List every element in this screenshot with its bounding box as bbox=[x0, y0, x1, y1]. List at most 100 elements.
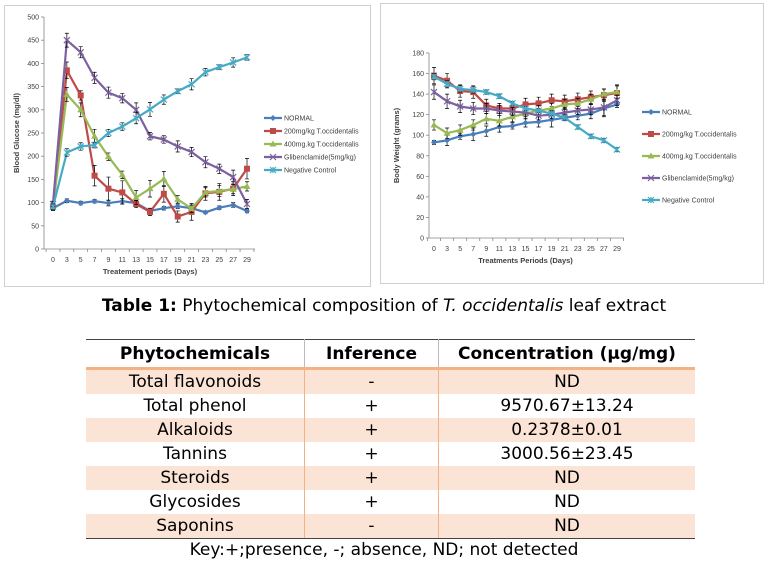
data-point bbox=[244, 207, 250, 214]
cell-concentration: 3000.56±23.45 bbox=[500, 444, 634, 464]
x-tick-label: 17 bbox=[160, 257, 168, 264]
data-point bbox=[495, 107, 503, 114]
data-point bbox=[202, 158, 209, 166]
legend-label: NORMAL bbox=[662, 110, 692, 117]
x-tick-label: 17 bbox=[535, 246, 543, 253]
legend-label: Glibenclamide(5mg/kg) bbox=[284, 155, 356, 162]
data-point bbox=[482, 88, 490, 96]
series-3 bbox=[430, 84, 621, 121]
y-tick-label: 50 bbox=[31, 223, 39, 230]
x-tick-label: 3 bbox=[65, 257, 69, 264]
y-tick-label: 20 bbox=[416, 215, 424, 222]
data-point bbox=[118, 171, 126, 178]
data-point bbox=[119, 189, 126, 196]
cell-inference: + bbox=[304, 442, 439, 466]
data-point bbox=[443, 80, 451, 88]
x-tick-label: 9 bbox=[484, 246, 488, 253]
x-tick-label: 25 bbox=[587, 246, 595, 253]
legend-label: 400mg.kg T.occidentalis bbox=[284, 142, 359, 149]
y-tick-label: 400 bbox=[27, 61, 39, 68]
data-point bbox=[229, 185, 237, 192]
legend-swatch-marker bbox=[647, 152, 655, 159]
data-point bbox=[430, 73, 438, 81]
data-point bbox=[456, 126, 464, 133]
cell-concentration: ND bbox=[554, 492, 580, 512]
cell-inference: + bbox=[304, 418, 439, 442]
cell-concentration: 9570.67±13.24 bbox=[500, 396, 634, 416]
data-point bbox=[613, 96, 621, 104]
data-point bbox=[215, 187, 223, 194]
data-point bbox=[229, 173, 237, 181]
data-point bbox=[443, 97, 451, 105]
data-point bbox=[132, 114, 140, 122]
legend-swatch-marker bbox=[270, 128, 276, 134]
data-point bbox=[215, 63, 223, 71]
legend-item: Glibenclamide(5mg/kg) bbox=[642, 174, 734, 183]
data-point bbox=[201, 188, 209, 195]
table-caption-post: leaf extract bbox=[563, 296, 667, 316]
legend-label: 200mg/kg T.occidentalis bbox=[662, 132, 737, 139]
x-tick-label: 15 bbox=[522, 246, 530, 253]
x-tick-label: 23 bbox=[574, 246, 582, 253]
data-point bbox=[132, 106, 140, 114]
y-axis-label: Body Weight (grams) bbox=[392, 107, 401, 183]
data-point bbox=[495, 117, 503, 124]
data-point bbox=[216, 204, 223, 211]
data-point bbox=[160, 96, 168, 104]
cell-inference: + bbox=[304, 490, 439, 514]
data-point bbox=[77, 48, 85, 56]
data-point bbox=[202, 68, 209, 76]
data-point bbox=[49, 203, 57, 211]
y-tick-label: 250 bbox=[27, 131, 39, 138]
data-point bbox=[587, 132, 595, 140]
y-tick-label: 80 bbox=[416, 153, 424, 160]
data-point bbox=[105, 200, 112, 207]
x-tick-label: 13 bbox=[509, 246, 517, 253]
legend-swatch-marker bbox=[648, 131, 654, 137]
x-tick-label: 21 bbox=[188, 257, 196, 264]
data-point bbox=[587, 106, 595, 113]
data-point bbox=[457, 133, 464, 140]
cell-phytochemical: Tannins bbox=[86, 442, 305, 466]
data-point bbox=[118, 94, 126, 102]
legend-item: Negative Control bbox=[642, 196, 715, 205]
data-point bbox=[146, 132, 154, 140]
x-tick-label: 29 bbox=[243, 257, 251, 264]
data-point bbox=[105, 129, 112, 137]
x-tick-label: 19 bbox=[174, 257, 182, 264]
data-point bbox=[63, 149, 71, 156]
data-point bbox=[160, 190, 167, 197]
cell-phytochemical: Total flavonoids bbox=[86, 368, 305, 394]
table-caption: Table 1: Phytochemical composition of T.… bbox=[0, 296, 768, 316]
data-point bbox=[535, 112, 542, 120]
y-tick-label: 200 bbox=[27, 154, 39, 161]
table-row: Saponins - ND bbox=[86, 514, 695, 539]
data-point bbox=[508, 113, 516, 120]
table-row: Total phenol + 9570.67±13.24 bbox=[86, 394, 695, 418]
y-tick-label: 180 bbox=[412, 51, 424, 58]
body-weight-chart-panel: 0 20 40 60 80 100 120 140 160 180 0 3 5 7 9 11 13 15 17 19 2… bbox=[380, 3, 764, 284]
y-tick-label: 150 bbox=[27, 177, 39, 184]
data-point bbox=[561, 100, 569, 107]
data-point bbox=[244, 165, 250, 172]
x-tick-label: 25 bbox=[215, 257, 223, 264]
data-point bbox=[243, 53, 251, 61]
x-tick-label: 7 bbox=[471, 246, 475, 253]
data-point bbox=[613, 146, 621, 154]
data-point bbox=[600, 104, 608, 111]
x-tick-label: 0 bbox=[432, 246, 436, 253]
y-tick-label: 0 bbox=[35, 247, 39, 254]
y-tick-label: 350 bbox=[27, 84, 39, 91]
data-point bbox=[431, 139, 437, 146]
data-point bbox=[188, 80, 195, 88]
y-tick-label: 100 bbox=[27, 200, 39, 207]
legend-item: NORMAL bbox=[264, 115, 314, 123]
table-row: Steroids + ND bbox=[86, 466, 695, 490]
data-point bbox=[188, 148, 195, 156]
data-point bbox=[188, 205, 196, 212]
table-row: Tannins + 3000.56±23.45 bbox=[86, 442, 695, 466]
x-tick-label: 11 bbox=[119, 257, 126, 264]
data-point bbox=[469, 121, 477, 128]
data-point bbox=[105, 89, 112, 97]
legend-item: 400mg.kg T.occidentalis bbox=[642, 152, 737, 161]
